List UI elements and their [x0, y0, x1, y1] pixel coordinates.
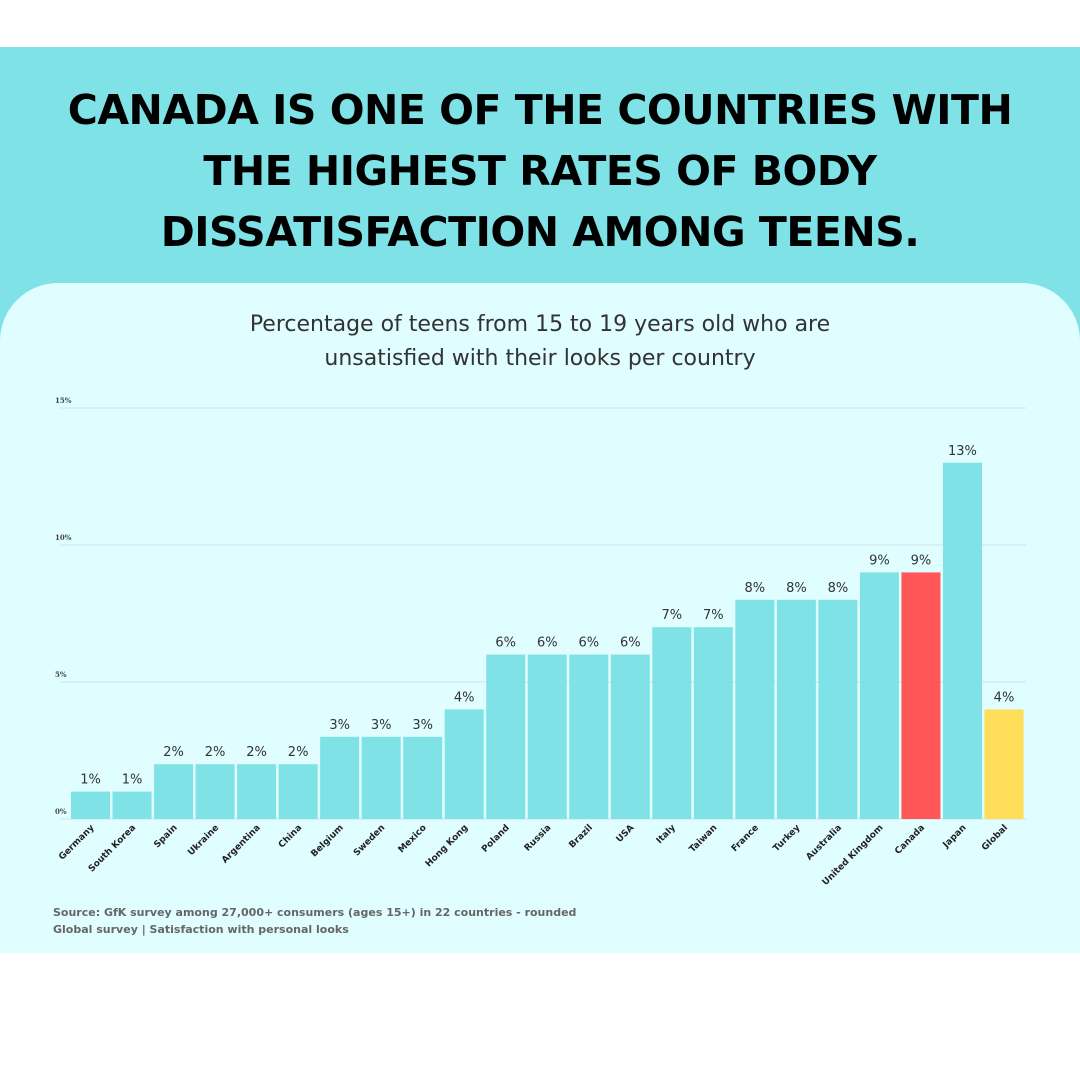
data-label: 9% [911, 553, 932, 568]
x-tick-label: Turkey [772, 823, 803, 854]
bar [984, 709, 1024, 819]
data-label: 8% [745, 581, 766, 596]
x-tick-label: Belgium [309, 823, 345, 859]
headline-line-3: DISSATISFACTION AMONG TEENS. [160, 208, 920, 256]
data-label: 6% [537, 636, 558, 651]
x-tick-label: Poland [480, 823, 512, 855]
data-label: 4% [454, 690, 475, 705]
x-tick-label: Japan [941, 823, 969, 851]
x-tick-label: Germany [57, 823, 96, 862]
source-line-2: Global survey | Satisfaction with person… [53, 923, 349, 936]
chart-title-line-1: Percentage of teens from 15 to 19 years … [249, 312, 831, 337]
bar [278, 764, 318, 819]
bar [693, 627, 733, 819]
bar [735, 599, 775, 819]
chart-card [0, 283, 1080, 953]
data-label: 8% [828, 581, 849, 596]
data-label: 6% [495, 636, 516, 651]
bar [361, 736, 401, 819]
x-tick-label: Spain [152, 823, 179, 850]
data-label: 3% [412, 718, 433, 733]
bar [527, 654, 567, 819]
data-label: 1% [122, 773, 143, 788]
chart-title: Percentage of teens from 15 to 19 years … [140, 308, 940, 376]
data-label: 2% [246, 745, 267, 760]
value-labels-layer: 1% 1% 2% 2% 2% 2% 3% 3% 3% 4% 6% 6% 6% 6% 7% 7% 8% 8% 8% 9%… [80, 444, 1014, 788]
data-label: 2% [288, 745, 309, 760]
data-label: 13% [948, 444, 977, 459]
bar [569, 654, 609, 819]
source-note: Source: GfK survey among 27,000+ consume… [53, 904, 576, 938]
data-label: 9% [869, 553, 890, 568]
data-label: 8% [786, 581, 807, 596]
bar [195, 764, 235, 819]
bar [403, 736, 443, 819]
x-tick-label: Brazil [567, 823, 594, 850]
headline-line-1: CANADA IS ONE OF THE COUNTRIES WITH [67, 86, 1013, 134]
data-label: 7% [662, 608, 683, 623]
x-tick-label: France [730, 823, 761, 854]
x-tick-label: Canada [893, 823, 927, 857]
bar [901, 572, 941, 819]
x-tick-label: USA [615, 823, 637, 845]
y-tick-label: 15% [55, 396, 72, 405]
y-tick-label: 10% [55, 533, 72, 542]
x-tick-label: Hong Kong [424, 823, 470, 869]
headline: CANADA IS ONE OF THE COUNTRIES WITH THE … [40, 80, 1040, 263]
data-label: 3% [329, 718, 350, 733]
bar [486, 654, 526, 819]
data-label: 1% [80, 773, 101, 788]
bar [942, 462, 982, 819]
data-label: 6% [578, 636, 599, 651]
bar [444, 709, 484, 819]
bar [776, 599, 816, 819]
bar [112, 791, 152, 819]
bar [154, 764, 194, 819]
x-tick-label: Mexico [397, 823, 429, 855]
x-tick-label: Sweden [352, 823, 387, 858]
data-label: 2% [205, 745, 226, 760]
x-tick-label: Russia [523, 823, 554, 854]
x-tick-label: Ukraine [186, 823, 221, 858]
source-line-1: Source: GfK survey among 27,000+ consume… [53, 906, 577, 919]
x-tick-label: Global [980, 823, 1010, 853]
bar [652, 627, 692, 819]
bar [71, 791, 111, 819]
data-label: 3% [371, 718, 392, 733]
chart-title-line-2: unsatisfied with their looks per country [324, 346, 756, 371]
headline-line-2: THE HIGHEST RATES OF BODY [203, 147, 877, 195]
data-label: 7% [703, 608, 724, 623]
bar [610, 654, 650, 819]
bar [859, 572, 899, 819]
data-label: 4% [994, 690, 1015, 705]
y-tick-label: 5% [55, 670, 67, 679]
x-tick-label: Australia [805, 823, 844, 862]
x-tick-label: Italy [655, 823, 678, 846]
bars-layer [71, 462, 1024, 819]
bar [237, 764, 277, 819]
x-tick-label: Argentina [220, 823, 263, 866]
x-tick-label: Taiwan [688, 823, 720, 855]
bar [320, 736, 360, 819]
bar [818, 599, 858, 819]
x-tick-label: China [277, 823, 304, 850]
data-label: 2% [163, 745, 184, 760]
data-label: 6% [620, 636, 641, 651]
y-tick-label: 0% [55, 807, 67, 816]
